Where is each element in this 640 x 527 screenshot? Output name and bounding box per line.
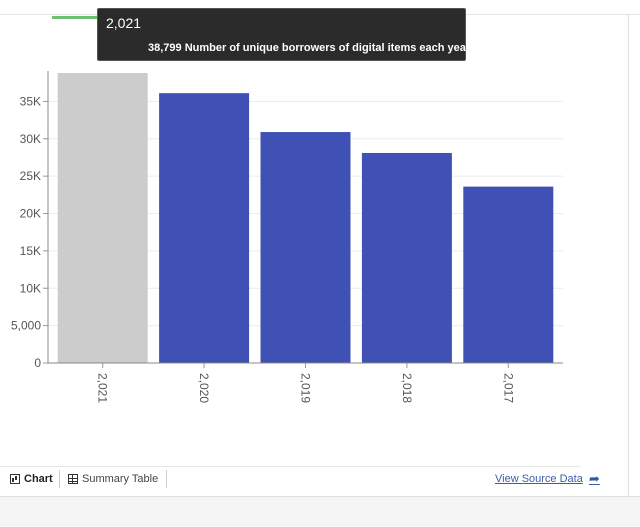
y-tick-label: 15K	[20, 244, 41, 258]
tab-chart[interactable]: Chart	[10, 471, 53, 487]
bar-2[interactable]	[260, 132, 351, 363]
x-tick-label: 2,020	[197, 373, 211, 403]
view-source-data-label: View Source Data	[495, 473, 583, 485]
x-tick-label: 2,018	[400, 373, 414, 403]
table-icon	[68, 474, 78, 484]
active-indicator	[52, 16, 98, 19]
x-tick-label: 2,019	[299, 373, 313, 403]
bar-3[interactable]	[361, 152, 452, 363]
tab-separator	[166, 470, 167, 488]
bar-0[interactable]	[57, 73, 148, 363]
bar-1[interactable]	[159, 93, 250, 363]
y-tick-label: 35K	[20, 94, 41, 108]
tab-summary-table[interactable]: Summary Table	[68, 471, 158, 487]
y-tick-label: 25K	[20, 169, 41, 183]
tooltip-text: Number of unique borrowers of digital it…	[184, 42, 479, 54]
x-tick-label: 2,017	[501, 373, 515, 403]
chart-footer: Chart Summary Table View Source Data ➦	[0, 466, 600, 489]
bottom-bar	[0, 496, 640, 527]
chart-tooltip: 2,021 38,799 Number of unique borrowers …	[97, 8, 479, 61]
tooltip-title: 2,021	[106, 15, 142, 31]
y-tick-label: 5,000	[11, 319, 41, 333]
bar-chart: 0 5,000 10K 15K 20K 25K 30K 35K 2,021 2,020 2,019 2…	[11, 71, 563, 403]
share-arrow-icon: ➦	[588, 471, 600, 486]
panel-divider	[628, 14, 629, 496]
y-tick-label: 30K	[20, 132, 41, 146]
y-tick-label: 0	[34, 356, 41, 370]
y-tick-label: 10K	[20, 281, 41, 295]
tooltip-value: 38,799	[148, 42, 182, 54]
view-source-data-link[interactable]: View Source Data ➦	[495, 471, 600, 487]
chart-icon	[10, 474, 20, 484]
tab-chart-label: Chart	[24, 473, 53, 485]
tab-summary-table-label: Summary Table	[82, 473, 159, 485]
y-tick-label: 20K	[20, 207, 41, 221]
tooltip-body: 38,799 Number of unique borrowers of dig…	[148, 42, 479, 54]
x-tick-label: 2,021	[96, 373, 110, 403]
bar-4[interactable]	[463, 186, 554, 363]
tab-separator	[59, 470, 60, 488]
